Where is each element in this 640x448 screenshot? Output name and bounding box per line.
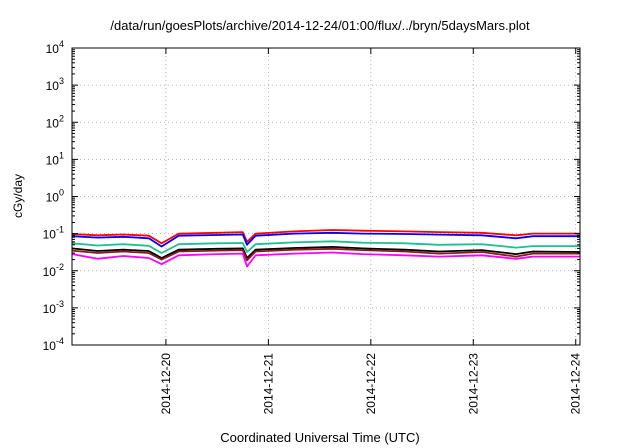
x-axis-label: Coordinated Universal Time (UTC)	[220, 430, 420, 445]
series-lines	[71, 229, 581, 268]
x-tick-label: 2014-12-22	[364, 353, 378, 415]
series-line-4	[71, 245, 581, 259]
series-line-6	[71, 251, 580, 268]
x-tick-label: 2014-12-24	[569, 353, 583, 415]
y-tick-label: 10-3	[43, 299, 64, 316]
grid-lines	[72, 48, 580, 345]
chart-title: /data/run/goesPlots/archive/2014-12-24/0…	[110, 18, 530, 33]
x-tick-label: 2014-12-20	[159, 353, 173, 415]
y-tick-label: 101	[46, 150, 64, 167]
series-line-5	[71, 247, 580, 262]
y-axis-ticks: 10-4 10-3 10-2 10-1 100 101 102 103 104	[43, 39, 580, 353]
series-line-3	[71, 240, 580, 254]
series-line-2	[71, 231, 580, 248]
y-tick-label: 100	[46, 188, 64, 205]
y-tick-label: 104	[46, 39, 64, 56]
x-axis-ticks: 2014-12-20 2014-12-21 2014-12-22 2014-12-23…	[159, 48, 583, 414]
y-tick-label: 10-4	[43, 336, 64, 353]
x-tick-label: 2014-12-23	[466, 353, 480, 415]
y-tick-label: 102	[46, 113, 64, 130]
y-tick-label: 10-1	[43, 225, 64, 242]
y-axis-label: cGy/day	[11, 174, 25, 218]
y-tick-label: 10-2	[43, 262, 64, 279]
y-tick-label: 103	[46, 76, 64, 93]
series-line-1	[71, 229, 580, 245]
x-tick-label: 2014-12-21	[261, 353, 275, 415]
